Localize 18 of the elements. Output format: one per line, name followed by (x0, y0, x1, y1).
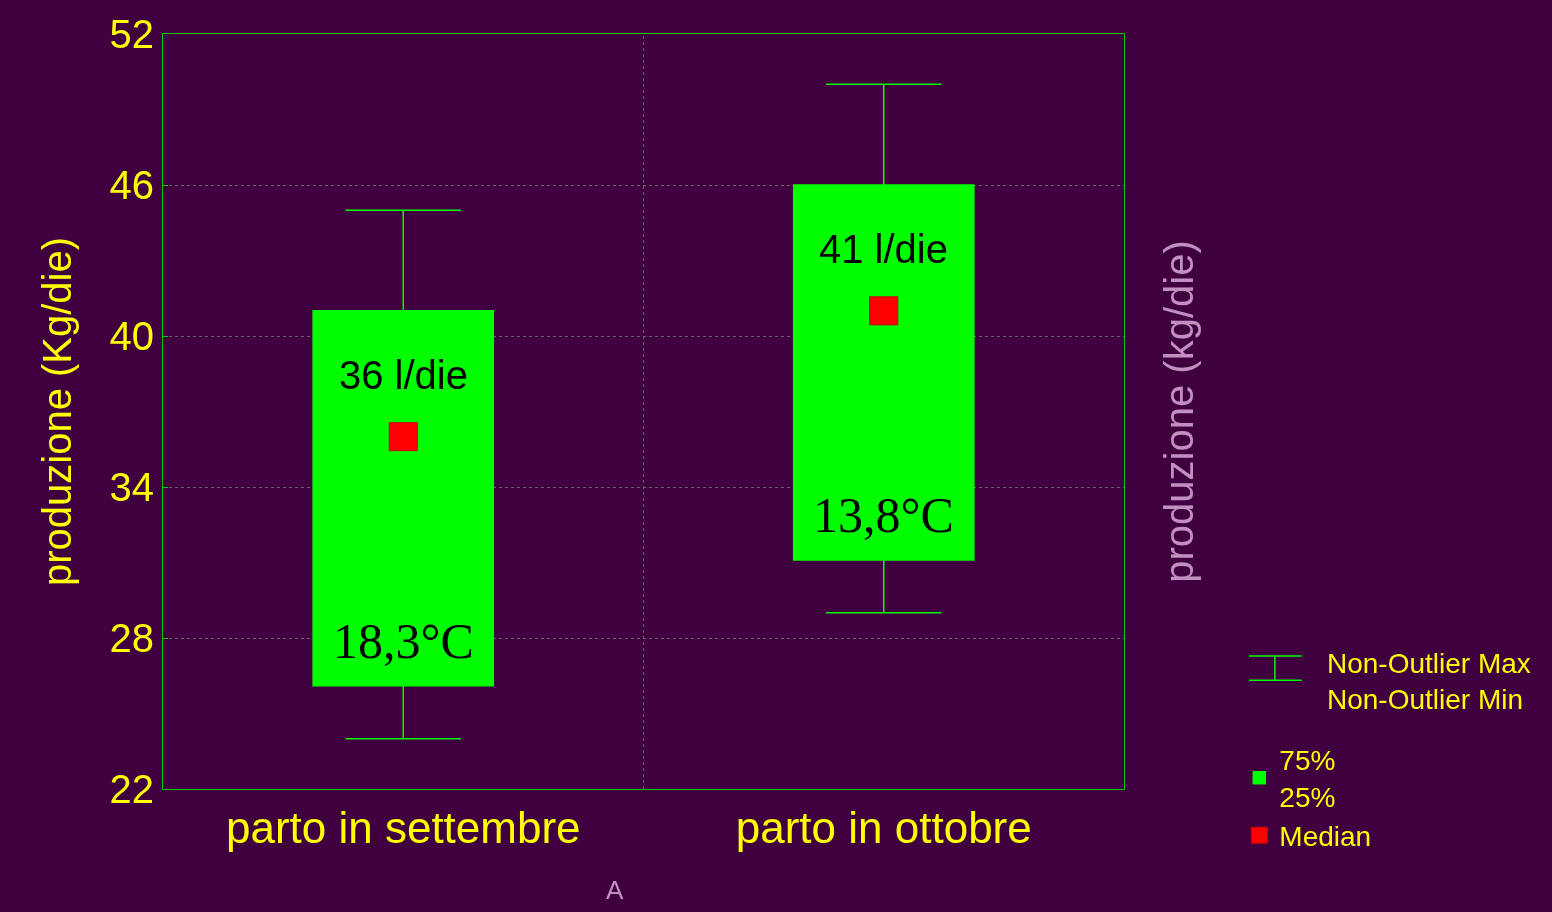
annotation: 41 l/die (819, 227, 948, 271)
legend-label: Median (1279, 821, 1372, 853)
y-tick-label: 52 (109, 12, 154, 56)
y-tick-label: 40 (109, 314, 154, 358)
y-tick-label: 46 (109, 163, 154, 207)
annotation: 13,8°C (813, 487, 954, 543)
text: A (606, 875, 624, 905)
x-tick-label: parto in settembre (225, 802, 581, 852)
y-axis-title: produzione (Kg/die) (35, 236, 79, 587)
text: Non-Outlier Max Non-Outlier Min (1327, 648, 1531, 716)
y-tick-label: 34 (109, 465, 154, 509)
y-tick-label: 22 (109, 767, 154, 811)
annotation: 36 l/die (339, 353, 468, 397)
annotation: 18,3°C (333, 613, 474, 669)
y2-axis-title: produzione (kg/die) (1156, 240, 1201, 583)
legend-label: 75% 25% (1279, 745, 1336, 813)
x-tick-label: parto in ottobre (735, 802, 1032, 852)
y-tick-label: 28 (109, 616, 154, 660)
